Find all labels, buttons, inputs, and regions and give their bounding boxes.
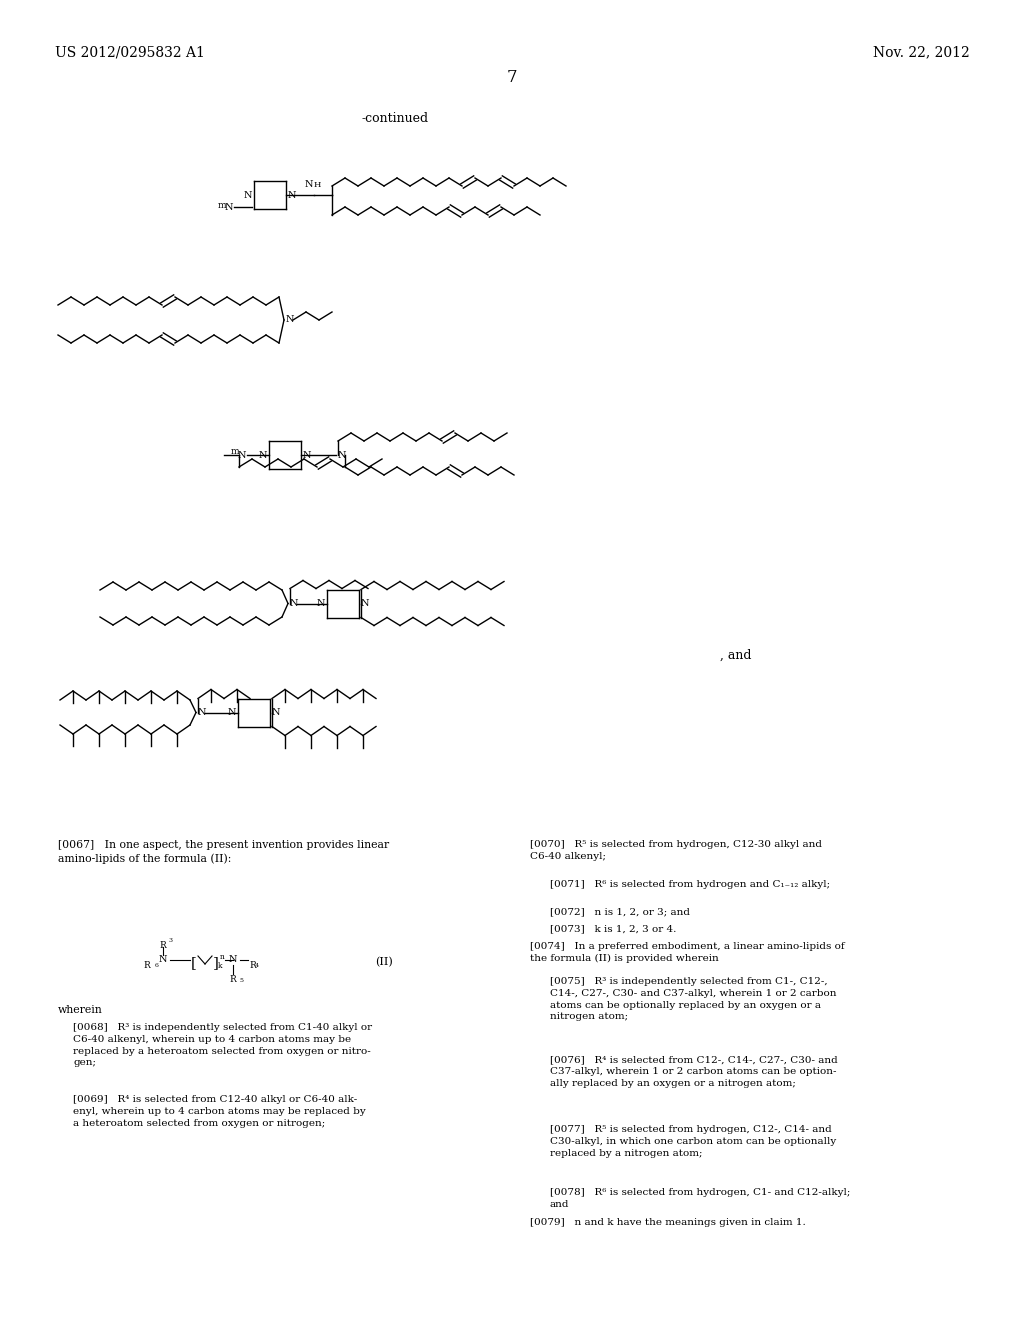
Text: [0079]   n and k have the meanings given in claim 1.: [0079] n and k have the meanings given i… <box>530 1218 806 1228</box>
Text: H: H <box>314 181 322 189</box>
Text: N: N <box>227 708 236 717</box>
Text: 3: 3 <box>168 939 172 942</box>
Text: N: N <box>288 190 297 199</box>
Text: Nov. 22, 2012: Nov. 22, 2012 <box>873 45 970 59</box>
Text: N: N <box>228 956 238 965</box>
Text: [0072]   n is 1, 2, or 3; and: [0072] n is 1, 2, or 3; and <box>550 907 690 916</box>
Text: R: R <box>229 975 237 985</box>
Text: -continued: -continued <box>361 111 429 124</box>
Text: US 2012/0295832 A1: US 2012/0295832 A1 <box>55 45 205 59</box>
Text: 7: 7 <box>507 70 517 87</box>
Text: R: R <box>249 961 256 969</box>
Text: [0070]   R⁵ is selected from hydrogen, C12-30 alkyl and
C6-40 alkenyl;: [0070] R⁵ is selected from hydrogen, C12… <box>530 840 822 861</box>
Text: , and: , and <box>720 648 752 661</box>
Text: [0075]   R³ is independently selected from C1-, C12-,
C14-, C27-, C30- and C37-a: [0075] R³ is independently selected from… <box>550 977 837 1022</box>
Text: [0076]   R⁴ is selected from C12-, C14-, C27-, C30- and
C37-alkyl, wherein 1 or : [0076] R⁴ is selected from C12-, C14-, C… <box>550 1055 838 1088</box>
Text: [0074]   In a preferred embodiment, a linear amino-lipids of
the formula (II) is: [0074] In a preferred embodiment, a line… <box>530 942 845 964</box>
Text: N: N <box>361 599 370 609</box>
Text: m: m <box>217 201 226 210</box>
Text: N: N <box>258 450 267 459</box>
Text: k: k <box>218 962 222 970</box>
Text: 6: 6 <box>155 964 159 968</box>
Text: N: N <box>316 599 325 609</box>
Text: N: N <box>338 450 346 459</box>
Text: m: m <box>230 447 239 457</box>
Text: [: [ <box>191 956 197 970</box>
Text: R: R <box>143 961 150 969</box>
Text: [0067]   In one aspect, the present invention provides linear
amino-lipids of th: [0067] In one aspect, the present invent… <box>58 840 389 865</box>
Text: 4: 4 <box>255 964 259 968</box>
Text: N: N <box>304 180 313 189</box>
Text: N: N <box>198 708 207 717</box>
Text: [0077]   R⁵ is selected from hydrogen, C12-, C14- and
C30-alkyl, in which one ca: [0077] R⁵ is selected from hydrogen, C12… <box>550 1125 837 1158</box>
Text: [0078]   R⁶ is selected from hydrogen, C1- and C12-alkyl;
and: [0078] R⁶ is selected from hydrogen, C1-… <box>550 1188 850 1209</box>
Text: N: N <box>286 315 295 325</box>
Text: [0068]   R³ is independently selected from C1-40 alkyl or
C6-40 alkenyl, wherein: [0068] R³ is independently selected from… <box>73 1023 372 1068</box>
Text: ]: ] <box>213 956 219 970</box>
Text: wherein: wherein <box>58 1005 102 1015</box>
Text: N: N <box>272 708 281 717</box>
Text: [0069]   R⁴ is selected from C12-40 alkyl or C6-40 alk-
enyl, wherein up to 4 ca: [0069] R⁴ is selected from C12-40 alkyl … <box>73 1096 366 1127</box>
Text: R: R <box>160 941 166 950</box>
Text: 5: 5 <box>239 978 243 983</box>
Text: N: N <box>159 956 167 965</box>
Text: [0071]   R⁶ is selected from hydrogen and C₁₋₁₂ alkyl;: [0071] R⁶ is selected from hydrogen and … <box>550 880 830 888</box>
Text: n: n <box>220 953 225 961</box>
Text: (II): (II) <box>375 957 393 968</box>
Text: [0073]   k is 1, 2, 3 or 4.: [0073] k is 1, 2, 3 or 4. <box>550 924 677 933</box>
Text: N: N <box>303 450 311 459</box>
Text: N: N <box>290 599 299 609</box>
Text: N: N <box>238 450 246 459</box>
Text: N: N <box>224 203 233 213</box>
Text: N: N <box>244 190 252 199</box>
